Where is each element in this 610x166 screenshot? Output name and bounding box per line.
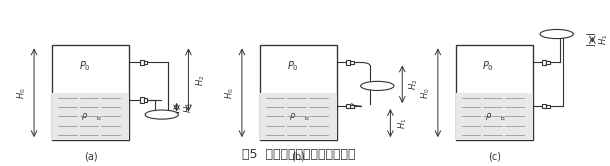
Text: $H_1$: $H_1$ bbox=[396, 117, 409, 129]
Text: $\rho$: $\rho$ bbox=[289, 111, 296, 122]
Text: $H_0$: $H_0$ bbox=[224, 87, 236, 99]
Bar bbox=[260, 45, 337, 140]
Bar bbox=[52, 93, 129, 140]
Circle shape bbox=[145, 110, 178, 119]
Bar bbox=[456, 45, 533, 140]
Text: $H_0$: $H_0$ bbox=[16, 87, 29, 99]
Bar bbox=[546, 105, 550, 108]
Bar bbox=[542, 104, 546, 109]
Text: $H_1$: $H_1$ bbox=[182, 102, 195, 113]
Bar bbox=[144, 98, 148, 102]
Circle shape bbox=[540, 29, 573, 39]
Text: $H_2$: $H_2$ bbox=[194, 74, 207, 86]
Bar bbox=[456, 93, 533, 140]
Text: $H_1$: $H_1$ bbox=[598, 34, 610, 45]
Text: (c): (c) bbox=[488, 151, 501, 162]
Text: $\it{液}$: $\it{液}$ bbox=[500, 115, 506, 122]
Bar bbox=[260, 93, 337, 140]
Text: (b): (b) bbox=[292, 151, 305, 162]
Text: 图5  双法兰差压变送器安装位置: 图5 双法兰差压变送器安装位置 bbox=[242, 148, 355, 161]
Bar bbox=[546, 61, 550, 64]
Text: $\it{液}$: $\it{液}$ bbox=[304, 115, 310, 122]
Text: $P_0$: $P_0$ bbox=[287, 59, 298, 73]
Bar bbox=[140, 60, 144, 65]
Bar bbox=[346, 60, 350, 65]
Text: (a): (a) bbox=[84, 151, 97, 162]
Text: $\it{液}$: $\it{液}$ bbox=[96, 115, 102, 122]
Text: $\rho$: $\rho$ bbox=[485, 111, 492, 122]
Text: $H_0$: $H_0$ bbox=[420, 87, 432, 99]
Bar bbox=[52, 45, 129, 140]
Circle shape bbox=[361, 81, 394, 90]
Bar bbox=[350, 61, 354, 64]
Text: $H_2$: $H_2$ bbox=[408, 79, 420, 90]
Bar bbox=[144, 61, 148, 64]
Bar bbox=[140, 97, 144, 103]
Text: $P_0$: $P_0$ bbox=[79, 59, 90, 73]
Bar bbox=[542, 60, 546, 65]
Bar bbox=[346, 104, 350, 109]
Bar bbox=[350, 105, 354, 108]
Text: $\rho$: $\rho$ bbox=[81, 111, 88, 122]
Text: $P_0$: $P_0$ bbox=[483, 59, 494, 73]
